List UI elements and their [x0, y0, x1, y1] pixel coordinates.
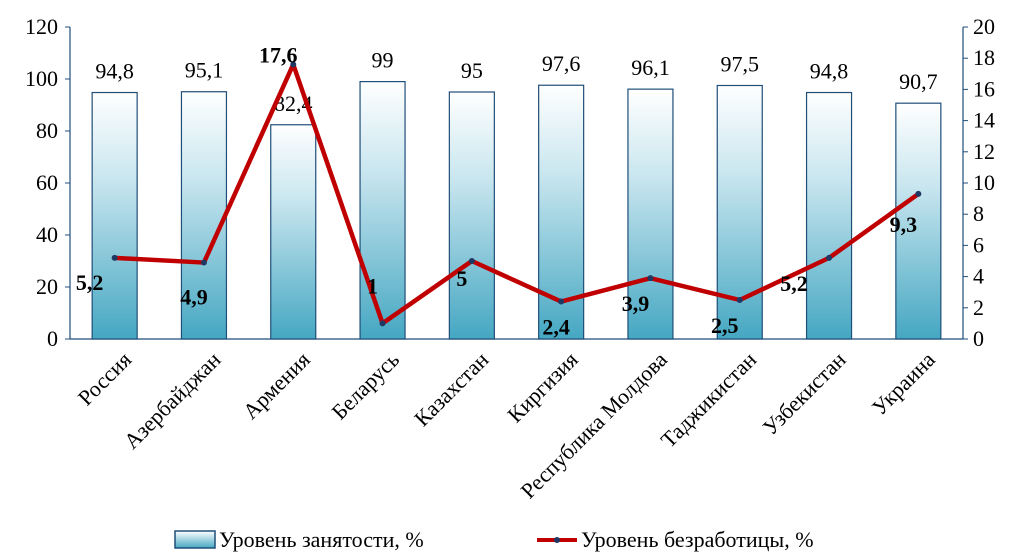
- line-point: [826, 254, 833, 261]
- y-left-tick-label: 100: [25, 66, 58, 91]
- line-labels: 5,2 4,9 17,6 1 5 2,4 3,9 2,5 5,2 9,3: [76, 42, 917, 339]
- y-left-tick-label: 120: [25, 14, 58, 39]
- line-data-label: 5: [456, 266, 467, 291]
- y-right-tick-label: 2: [973, 295, 984, 320]
- y-left-tick-label: 80: [36, 118, 58, 143]
- x-category-label: Киргизия: [502, 347, 582, 427]
- line-data-label: 5,2: [780, 271, 808, 296]
- y-right-tick-label: 16: [973, 76, 995, 101]
- y-right-tick-label: 0: [973, 326, 984, 351]
- bar-data-label: 95: [461, 58, 483, 83]
- line-point: [200, 259, 207, 266]
- y-right-tick-label: 8: [973, 201, 984, 226]
- bar-employment: [627, 88, 674, 340]
- bars-employment: [91, 80, 942, 340]
- line-data-label: 2,4: [542, 315, 570, 340]
- y-axis-right-ticks: 0 2 4 6 8 10 12 14 16 18 20: [963, 14, 995, 351]
- x-category-label: Азербайджан: [119, 347, 226, 454]
- x-category-label: Армения: [238, 347, 315, 424]
- bar-employment: [895, 102, 942, 340]
- line-unemployment: [111, 61, 922, 327]
- line-point: [468, 258, 475, 264]
- bar-labels: 94,8 95,182,499 95 97,6 96,1 97,5 94,8 90,7: [95, 48, 937, 116]
- line-point: [915, 190, 922, 197]
- x-category-label: Украина: [867, 347, 940, 420]
- x-category-label: Узбекистан: [757, 347, 850, 440]
- legend-label-employment: Уровень занятости, %: [219, 527, 424, 552]
- line-unemployment-path: [114, 62, 920, 326]
- line-data-label: 5,2: [76, 270, 104, 295]
- x-category-label: Россия: [73, 347, 136, 410]
- x-category-label: Республика Молдова: [516, 347, 673, 504]
- legend-marker-unemployment: [554, 537, 560, 543]
- y-right-tick-label: 6: [973, 232, 984, 257]
- bar-data-label: 97,6: [542, 51, 581, 76]
- y-right-tick-label: 14: [973, 108, 995, 133]
- bar-employment: [270, 124, 317, 340]
- y-axis-left-ticks: 0 20 40 60 80 100 120: [25, 14, 70, 351]
- bar-employment: [805, 91, 853, 340]
- bar-employment: [91, 91, 138, 340]
- line-point: [111, 254, 118, 261]
- bar-data-label: 99: [372, 48, 394, 73]
- y-right-tick-label: 4: [973, 264, 984, 289]
- legend: Уровень занятости, % Уровень безработицы…: [174, 527, 814, 552]
- x-category-label: Казахстан: [409, 347, 493, 431]
- y-left-tick-label: 0: [47, 326, 58, 351]
- y-right-tick-label: 12: [973, 139, 995, 164]
- y-left-tick-label: 60: [36, 170, 58, 195]
- y-left-tick-label: 20: [36, 274, 58, 299]
- line-point: [290, 61, 297, 68]
- legend-swatch-employment: [174, 530, 216, 549]
- legend-label-unemployment: Уровень безработицы, %: [581, 527, 814, 552]
- bar-data-label: 96,1: [631, 55, 670, 80]
- bar-employment: [448, 91, 495, 340]
- line-data-label: 17,6: [259, 42, 298, 67]
- bar-data-label: 94,8: [95, 59, 134, 84]
- y-right-tick-label: 20: [973, 14, 995, 39]
- x-category-label: Таджикистан: [656, 347, 762, 453]
- line-point: [647, 275, 654, 282]
- y-left-tick-label: 40: [36, 222, 58, 247]
- line-point: [379, 320, 386, 327]
- line-data-label: 3,9: [622, 291, 650, 316]
- bar-data-label: 90,7: [899, 69, 938, 94]
- y-right-tick-label: 10: [973, 170, 995, 195]
- line-data-label: 9,3: [890, 212, 918, 237]
- line-data-label: 4,9: [180, 285, 208, 310]
- line-point: [558, 298, 565, 305]
- bar-data-label: 94,8: [810, 59, 849, 84]
- line-data-label: 2,5: [711, 313, 739, 338]
- bar-employment: [359, 80, 406, 340]
- line-data-label: 1: [367, 273, 378, 298]
- bar-data-label: 95,1: [185, 58, 224, 83]
- line-point: [736, 297, 743, 303]
- x-category-label: Беларусь: [327, 347, 405, 425]
- bar-data-label: 97,5: [721, 52, 760, 77]
- y-right-tick-label: 18: [973, 45, 995, 70]
